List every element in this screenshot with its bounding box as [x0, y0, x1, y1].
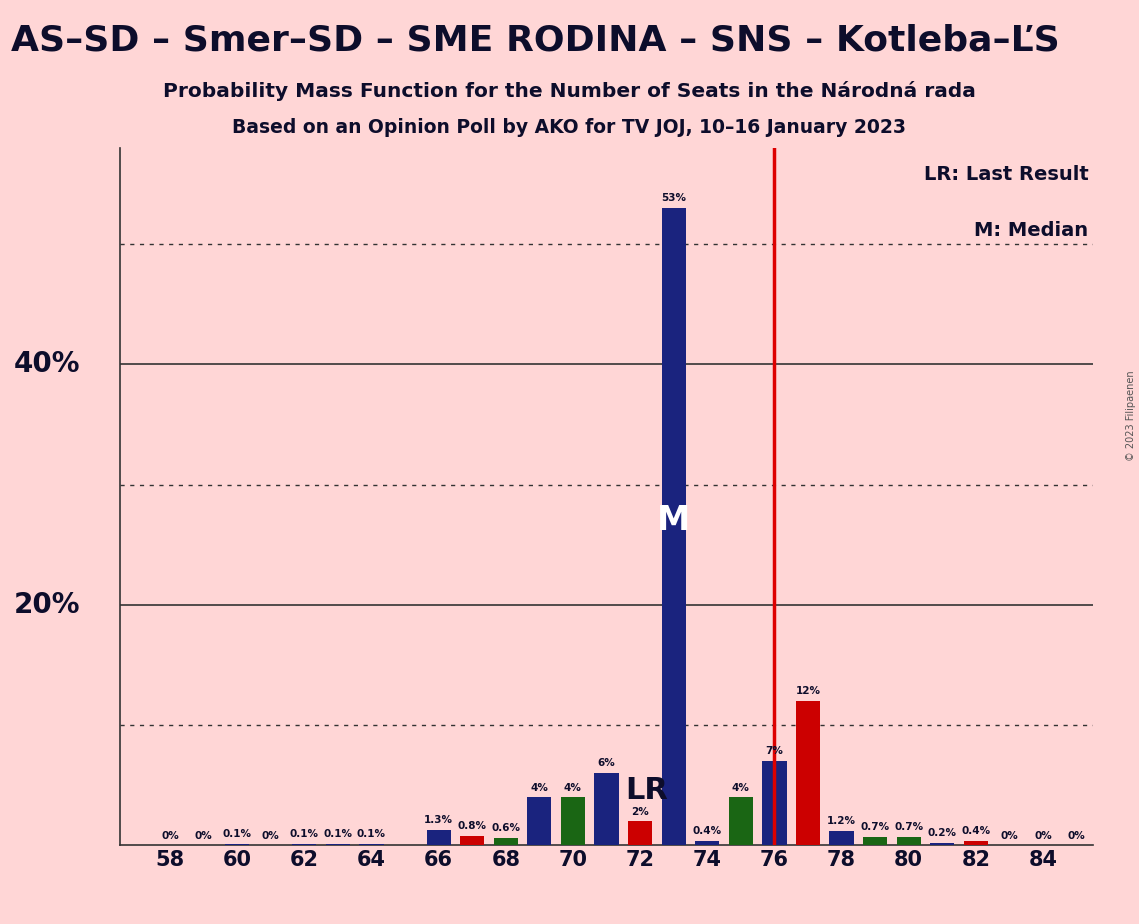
Bar: [796, 701, 820, 845]
Text: Probability Mass Function for the Number of Seats in the Národná rada: Probability Mass Function for the Number…: [163, 81, 976, 102]
Text: 0.2%: 0.2%: [928, 828, 957, 838]
Text: 0.7%: 0.7%: [894, 822, 924, 833]
Text: 0.8%: 0.8%: [458, 821, 486, 831]
Text: 0%: 0%: [1067, 831, 1085, 841]
Bar: [964, 841, 988, 845]
Text: 0%: 0%: [1001, 831, 1018, 841]
Text: 4%: 4%: [564, 783, 582, 793]
Text: © 2023 Filipaenen: © 2023 Filipaenen: [1126, 371, 1136, 461]
Text: 0%: 0%: [195, 831, 212, 841]
Text: 0.4%: 0.4%: [961, 826, 991, 836]
Text: 0%: 0%: [1034, 831, 1052, 841]
Bar: [729, 797, 753, 845]
Text: 0.6%: 0.6%: [491, 823, 521, 833]
Text: M: Median: M: Median: [975, 221, 1089, 240]
Text: 1.3%: 1.3%: [424, 815, 453, 825]
Text: 0.1%: 0.1%: [289, 830, 319, 839]
Text: M: M: [657, 505, 690, 537]
Text: 4%: 4%: [531, 783, 548, 793]
Bar: [595, 773, 618, 845]
Text: 20%: 20%: [14, 591, 81, 619]
Text: 4%: 4%: [732, 783, 749, 793]
Bar: [896, 837, 920, 845]
Text: 53%: 53%: [661, 193, 686, 203]
Text: 0.1%: 0.1%: [357, 830, 386, 839]
Text: 2%: 2%: [631, 807, 649, 817]
Text: Based on an Opinion Poll by AKO for TV JOJ, 10–16 January 2023: Based on an Opinion Poll by AKO for TV J…: [232, 118, 907, 138]
Text: 40%: 40%: [14, 350, 81, 378]
Text: 0.7%: 0.7%: [861, 822, 890, 833]
Bar: [931, 843, 954, 845]
Bar: [762, 761, 787, 845]
Text: 0%: 0%: [161, 831, 179, 841]
Bar: [863, 837, 887, 845]
Text: 6%: 6%: [598, 759, 615, 769]
Bar: [662, 208, 686, 845]
Text: 12%: 12%: [795, 687, 820, 697]
Text: 1.2%: 1.2%: [827, 816, 857, 826]
Bar: [695, 841, 720, 845]
Text: 0.1%: 0.1%: [323, 830, 352, 839]
Text: 7%: 7%: [765, 747, 784, 757]
Bar: [628, 821, 653, 845]
Bar: [493, 838, 518, 845]
Bar: [426, 830, 451, 845]
Text: 0%: 0%: [262, 831, 279, 841]
Text: 0.1%: 0.1%: [222, 830, 252, 839]
Bar: [560, 797, 585, 845]
Text: AS–SD – Smer–SD – SME RODINA – SNS – Kotleba–ĽS: AS–SD – Smer–SD – SME RODINA – SNS – Kot…: [11, 23, 1060, 57]
Text: 0.4%: 0.4%: [693, 826, 722, 836]
Bar: [829, 831, 853, 845]
Text: LR: Last Result: LR: Last Result: [924, 165, 1089, 184]
Bar: [460, 836, 484, 845]
Bar: [527, 797, 551, 845]
Text: LR: LR: [625, 775, 669, 805]
